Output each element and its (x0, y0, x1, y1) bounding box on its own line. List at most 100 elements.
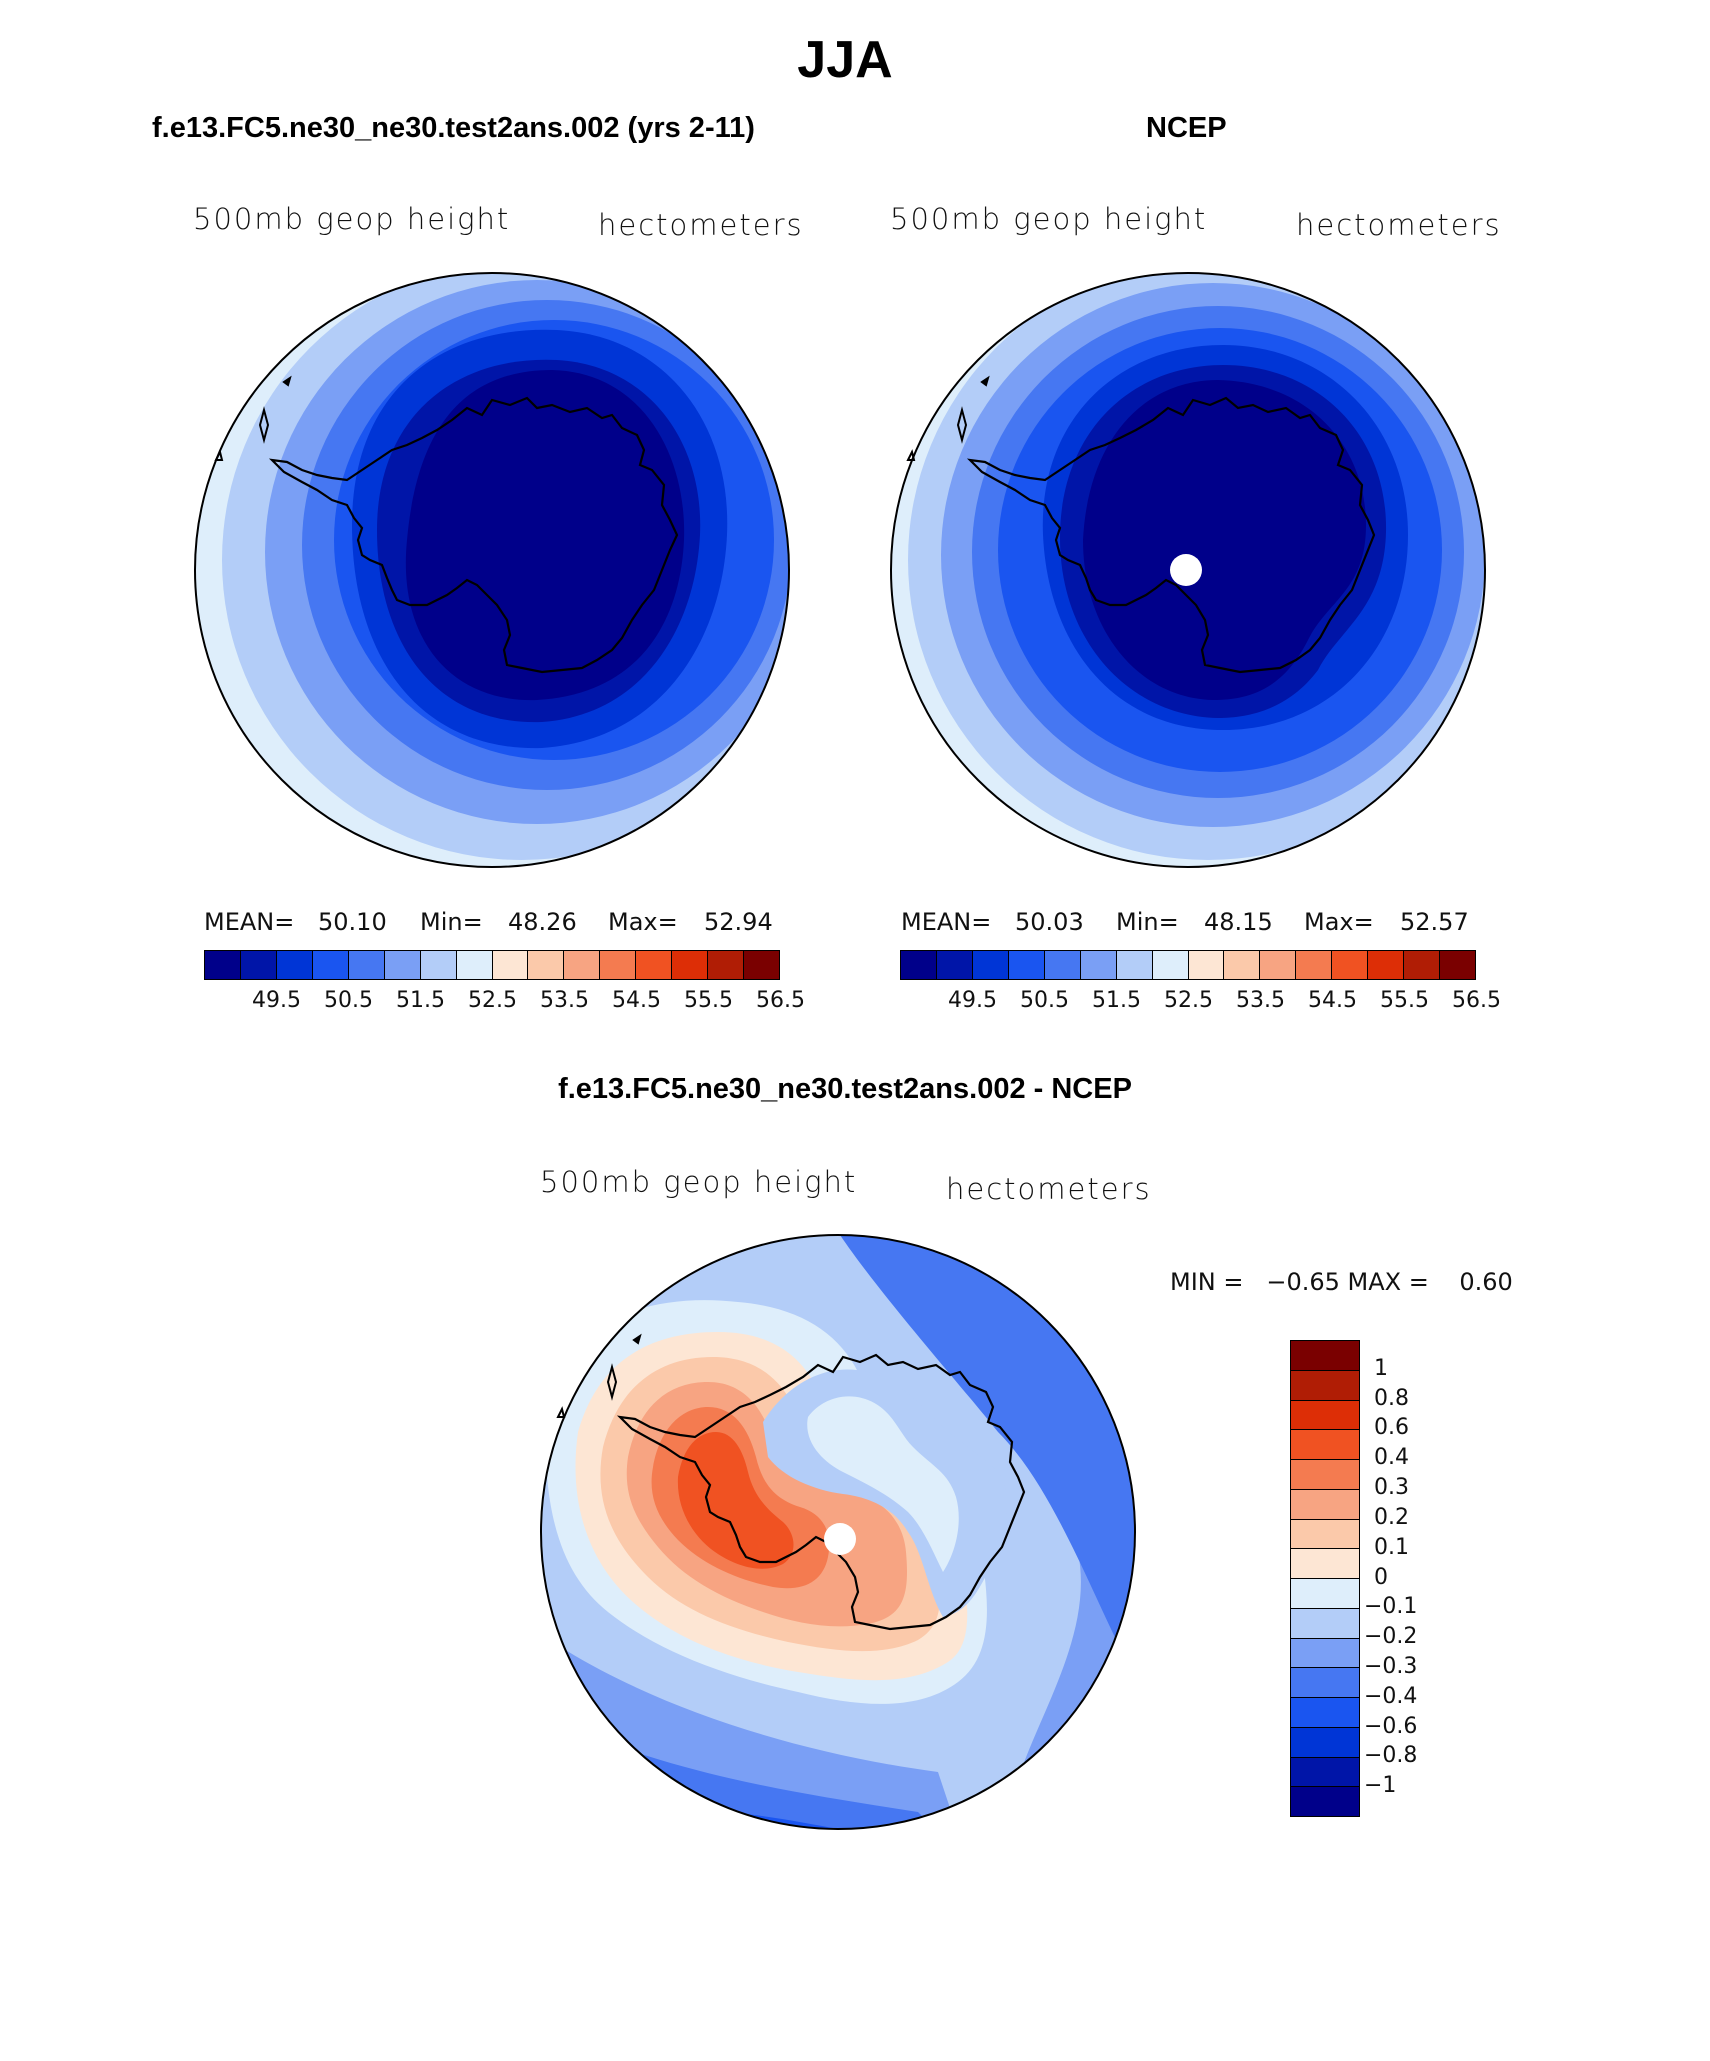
colorbar-swatch (1368, 951, 1405, 979)
colorbar-swatch (1291, 1400, 1359, 1431)
panel1-band-core (405, 370, 685, 701)
colorbar-swatch (1044, 951, 1081, 979)
colorbar-swatch (1291, 1460, 1359, 1490)
colorbar-swatch (1116, 951, 1153, 979)
colorbar-swatch (936, 951, 973, 979)
colorbar-swatch (1291, 1430, 1359, 1460)
colorbar-swatch (1332, 951, 1369, 979)
panel1-polar-map (194, 272, 790, 868)
panel3-colorbar (1290, 1340, 1360, 1817)
colorbar-swatch (636, 951, 673, 979)
colorbar-swatch (384, 951, 421, 979)
colorbar-swatch (1296, 951, 1333, 979)
colorbar-swatch (1404, 951, 1441, 979)
colorbar-swatch (1291, 1668, 1359, 1698)
colorbar-tick-label: 1 (1374, 1355, 1388, 1381)
panel3-map-boundary (540, 1234, 1136, 1830)
colorbar-tick-label: −0.6 (1364, 1713, 1418, 1739)
colorbar-tick-label: 54.5 (1308, 988, 1357, 1013)
colorbar-tick-label: 51.5 (396, 988, 445, 1013)
panel1-antarctica-coastline (268, 396, 679, 674)
colorbar-swatch (420, 951, 457, 979)
panel3-peninsula-tip (606, 1363, 618, 1401)
colorbar-swatch (1260, 951, 1297, 979)
panel2-polar-map (890, 272, 1486, 868)
colorbar-tick-label: −1 (1364, 1773, 1397, 1799)
panel1-max-label: Max= (608, 908, 678, 936)
colorbar-swatch (672, 951, 709, 979)
panel2-colorbar (900, 950, 1476, 980)
colorbar-swatch (1291, 1757, 1359, 1788)
colorbar-tick-label: 0.8 (1374, 1385, 1409, 1411)
colorbar-swatch (492, 951, 529, 979)
colorbar-tick-label: 55.5 (1380, 988, 1429, 1013)
colorbar-swatch (1291, 1370, 1359, 1401)
panel3-variable-label: 500mb geop height (540, 1165, 858, 1199)
colorbar-swatch (600, 951, 637, 979)
panel2-peninsula-tip (956, 406, 968, 444)
panel1-header: f.e13.FC5.ne30_ne30.test2ans.002 (yrs 2-… (152, 112, 755, 144)
colorbar-swatch (240, 951, 277, 979)
colorbar-tick-label: 0.1 (1374, 1534, 1409, 1560)
panel2-header: NCEP (1146, 112, 1227, 144)
colorbar-tick-label: 0.6 (1374, 1415, 1409, 1441)
panel2-min-label: Min= (1116, 908, 1179, 936)
colorbar-tick-label: 56.5 (1452, 988, 1501, 1013)
colorbar-swatch (276, 951, 313, 979)
colorbar-tick-label: 49.5 (252, 988, 301, 1013)
panel3-island (556, 1406, 566, 1418)
colorbar-swatch (528, 951, 565, 979)
colorbar-tick-label: −0.8 (1364, 1743, 1418, 1769)
colorbar-tick-label: 0 (1374, 1564, 1388, 1590)
colorbar-swatch (1291, 1341, 1359, 1371)
colorbar-tick-label: 0.3 (1374, 1475, 1409, 1501)
colorbar-swatch (1291, 1579, 1359, 1609)
panel2-max-value: 52.57 (1400, 908, 1469, 936)
colorbar-tick-label: 49.5 (948, 988, 997, 1013)
colorbar-swatch (1440, 951, 1475, 979)
colorbar-swatch (901, 951, 937, 979)
panel1-mean-value: 50.10 (318, 908, 387, 936)
panel3-pole-missing-data (824, 1523, 856, 1555)
panel3-band (838, 1235, 1135, 1682)
colorbar-swatch (1188, 951, 1225, 979)
colorbar-tick-label: −0.3 (1364, 1653, 1418, 1679)
colorbar-swatch (312, 951, 349, 979)
colorbar-swatch (1008, 951, 1045, 979)
panel1-map-boundary (194, 272, 790, 868)
colorbar-tick-label: 53.5 (540, 988, 589, 1013)
panel3-minmax: MIN = −0.65 MAX = 0.60 (1170, 1268, 1513, 1296)
colorbar-tick-label: 51.5 (1092, 988, 1141, 1013)
panel3-polar-map (540, 1234, 1136, 1830)
colorbar-swatch (1080, 951, 1117, 979)
colorbar-tick-label: −0.2 (1364, 1624, 1418, 1650)
colorbar-swatch (1291, 1549, 1359, 1579)
colorbar-swatch (708, 951, 745, 979)
colorbar-tick-label: 50.5 (324, 988, 373, 1013)
panel1-island (282, 375, 292, 387)
panel3-units-label: hectometers (946, 1172, 1152, 1206)
colorbar-tick-label: 50.5 (1020, 988, 1069, 1013)
panel3-island (632, 1333, 642, 1345)
colorbar-tick-label: 0.2 (1374, 1504, 1409, 1530)
panel3-antarctica-coastline (616, 1353, 1026, 1631)
panel2-mean-value: 50.03 (1015, 908, 1084, 936)
colorbar-tick-label: 0.4 (1374, 1445, 1409, 1471)
colorbar-swatch (564, 951, 601, 979)
colorbar-tick-label: 52.5 (468, 988, 517, 1013)
colorbar-swatch (1291, 1608, 1359, 1639)
panel1-peninsula-tip (258, 406, 270, 444)
colorbar-swatch (1291, 1519, 1359, 1550)
colorbar-swatch (972, 951, 1009, 979)
panel2-antarctica-coastline (966, 396, 1376, 674)
colorbar-swatch (1224, 951, 1261, 979)
panel1-min-label: Min= (420, 908, 483, 936)
panel1-units-label: hectometers (598, 208, 804, 242)
panel3-header: f.e13.FC5.ne30_ne30.test2ans.002 - NCEP (558, 1073, 1132, 1105)
panel2-island (980, 375, 990, 387)
colorbar-tick-label: 53.5 (1236, 988, 1285, 1013)
panel2-variable-label: 500mb geop height (890, 202, 1208, 236)
panel3-band (807, 1396, 959, 1572)
colorbar-swatch (1291, 1698, 1359, 1728)
colorbar-swatch (1291, 1638, 1359, 1669)
